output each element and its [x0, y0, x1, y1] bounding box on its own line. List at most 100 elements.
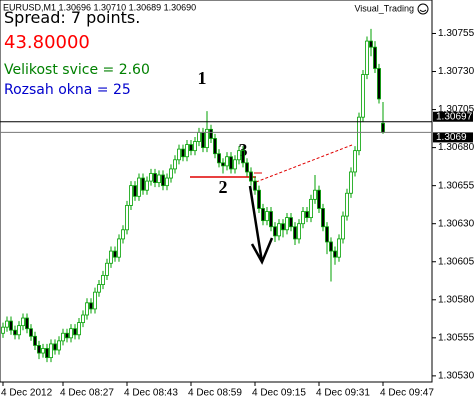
price-label: 1.3069 [436, 132, 467, 143]
candle-body [345, 192, 349, 217]
candle-body [321, 208, 325, 228]
candle-body [9, 320, 13, 331]
x-tick-label: 4 Dec 08:43 [124, 388, 178, 399]
y-tick-label: 1.30630 [438, 218, 474, 229]
candle-body [81, 314, 85, 324]
candle-body [1, 326, 5, 334]
candle-body [149, 173, 153, 182]
candle-body [241, 150, 245, 164]
x-tick-label: 4 Dec 08:27 [60, 388, 114, 399]
candle-body [141, 177, 145, 191]
candle-body [129, 185, 133, 206]
candle-body [337, 238, 341, 258]
y-tick-label: 1.30530 [438, 371, 474, 382]
price-label: 1.30697 [436, 111, 473, 122]
candle-body [21, 317, 25, 327]
info-line: Rozsah okna = 25 [4, 82, 131, 98]
y-tick-label: 1.30655 [438, 180, 474, 191]
y-tick-label: 1.30680 [438, 142, 474, 153]
candle-body [265, 211, 269, 222]
candle-body [117, 238, 121, 258]
candle-body [33, 335, 37, 346]
candle-body [93, 291, 97, 310]
candle-body [365, 40, 369, 75]
trend-line [255, 144, 353, 183]
candle-body [53, 343, 57, 351]
price-label-box [433, 111, 473, 122]
price-label-box [433, 132, 473, 143]
candle-body [69, 328, 73, 339]
plot-frame [0, 0, 433, 383]
candle-body [225, 156, 229, 167]
candle-body [205, 128, 209, 149]
candle-body [125, 205, 129, 231]
candle-body [301, 211, 305, 225]
candle-body [221, 162, 225, 167]
smiley-icon [417, 3, 429, 15]
x-tick-label: 4 Dec 09:31 [316, 388, 370, 399]
y-tick-label: 1.30755 [438, 28, 474, 39]
candle-body [237, 150, 241, 161]
candle-body [233, 159, 237, 170]
candle-body [281, 223, 285, 231]
candle-body [353, 150, 357, 173]
x-tick-label: 4 Dec 2012 [1, 388, 53, 399]
candle-body [257, 189, 261, 209]
candle-body [153, 173, 157, 184]
candle-body [313, 189, 317, 200]
candle-body [189, 144, 193, 152]
candle-body [261, 208, 265, 222]
candle-body [329, 241, 333, 252]
candle-body [269, 211, 273, 228]
candle-body [165, 177, 169, 187]
candle-body [65, 332, 69, 339]
candle-body [309, 198, 313, 219]
y-tick-label: 1.30730 [438, 66, 474, 77]
candle-body [57, 340, 61, 351]
info-line: 43.80000 [4, 32, 90, 53]
candle-body [181, 148, 185, 158]
candle-body [209, 128, 213, 139]
candle-body [381, 122, 385, 133]
candle-body [5, 320, 9, 328]
candle-body [249, 171, 253, 182]
y-tick-label: 1.30555 [438, 332, 474, 343]
arrow [248, 185, 274, 265]
y-tick-label: 1.30580 [438, 294, 474, 305]
candle-body [13, 329, 17, 336]
candle-body [377, 68, 381, 100]
candle-body [357, 116, 361, 152]
candle-body [245, 162, 249, 173]
candle-body [77, 322, 81, 336]
candle-body [185, 144, 189, 158]
candle-body [73, 328, 77, 336]
candle-body [277, 223, 281, 237]
candle-body [197, 131, 201, 142]
candle-body [361, 74, 365, 118]
candle-body [293, 226, 297, 240]
candle-body [109, 250, 113, 264]
y-tick-label: 1.30705 [438, 104, 474, 115]
annotation: 2 [219, 177, 228, 197]
x-tick-label: 4 Dec 08:59 [188, 388, 242, 399]
candle-body [113, 250, 117, 258]
candle-body [285, 217, 289, 231]
candle-body [177, 148, 181, 161]
candle-body [161, 174, 165, 187]
candle-body [133, 185, 137, 197]
info-line: Spread: 7 points. [4, 8, 141, 27]
candle-body [121, 229, 125, 240]
expert-name: Visual_Trading [354, 3, 414, 13]
x-tick-label: 4 Dec 09:47 [380, 388, 434, 399]
candle-body [17, 325, 21, 336]
candle-body [297, 223, 301, 240]
candle-body [37, 345, 41, 354]
candle-body [173, 159, 177, 170]
annotation: 1 [198, 68, 207, 88]
candle-body [201, 131, 205, 149]
candle-body [97, 284, 101, 293]
candle-body [317, 189, 321, 209]
candle-body [157, 174, 161, 184]
